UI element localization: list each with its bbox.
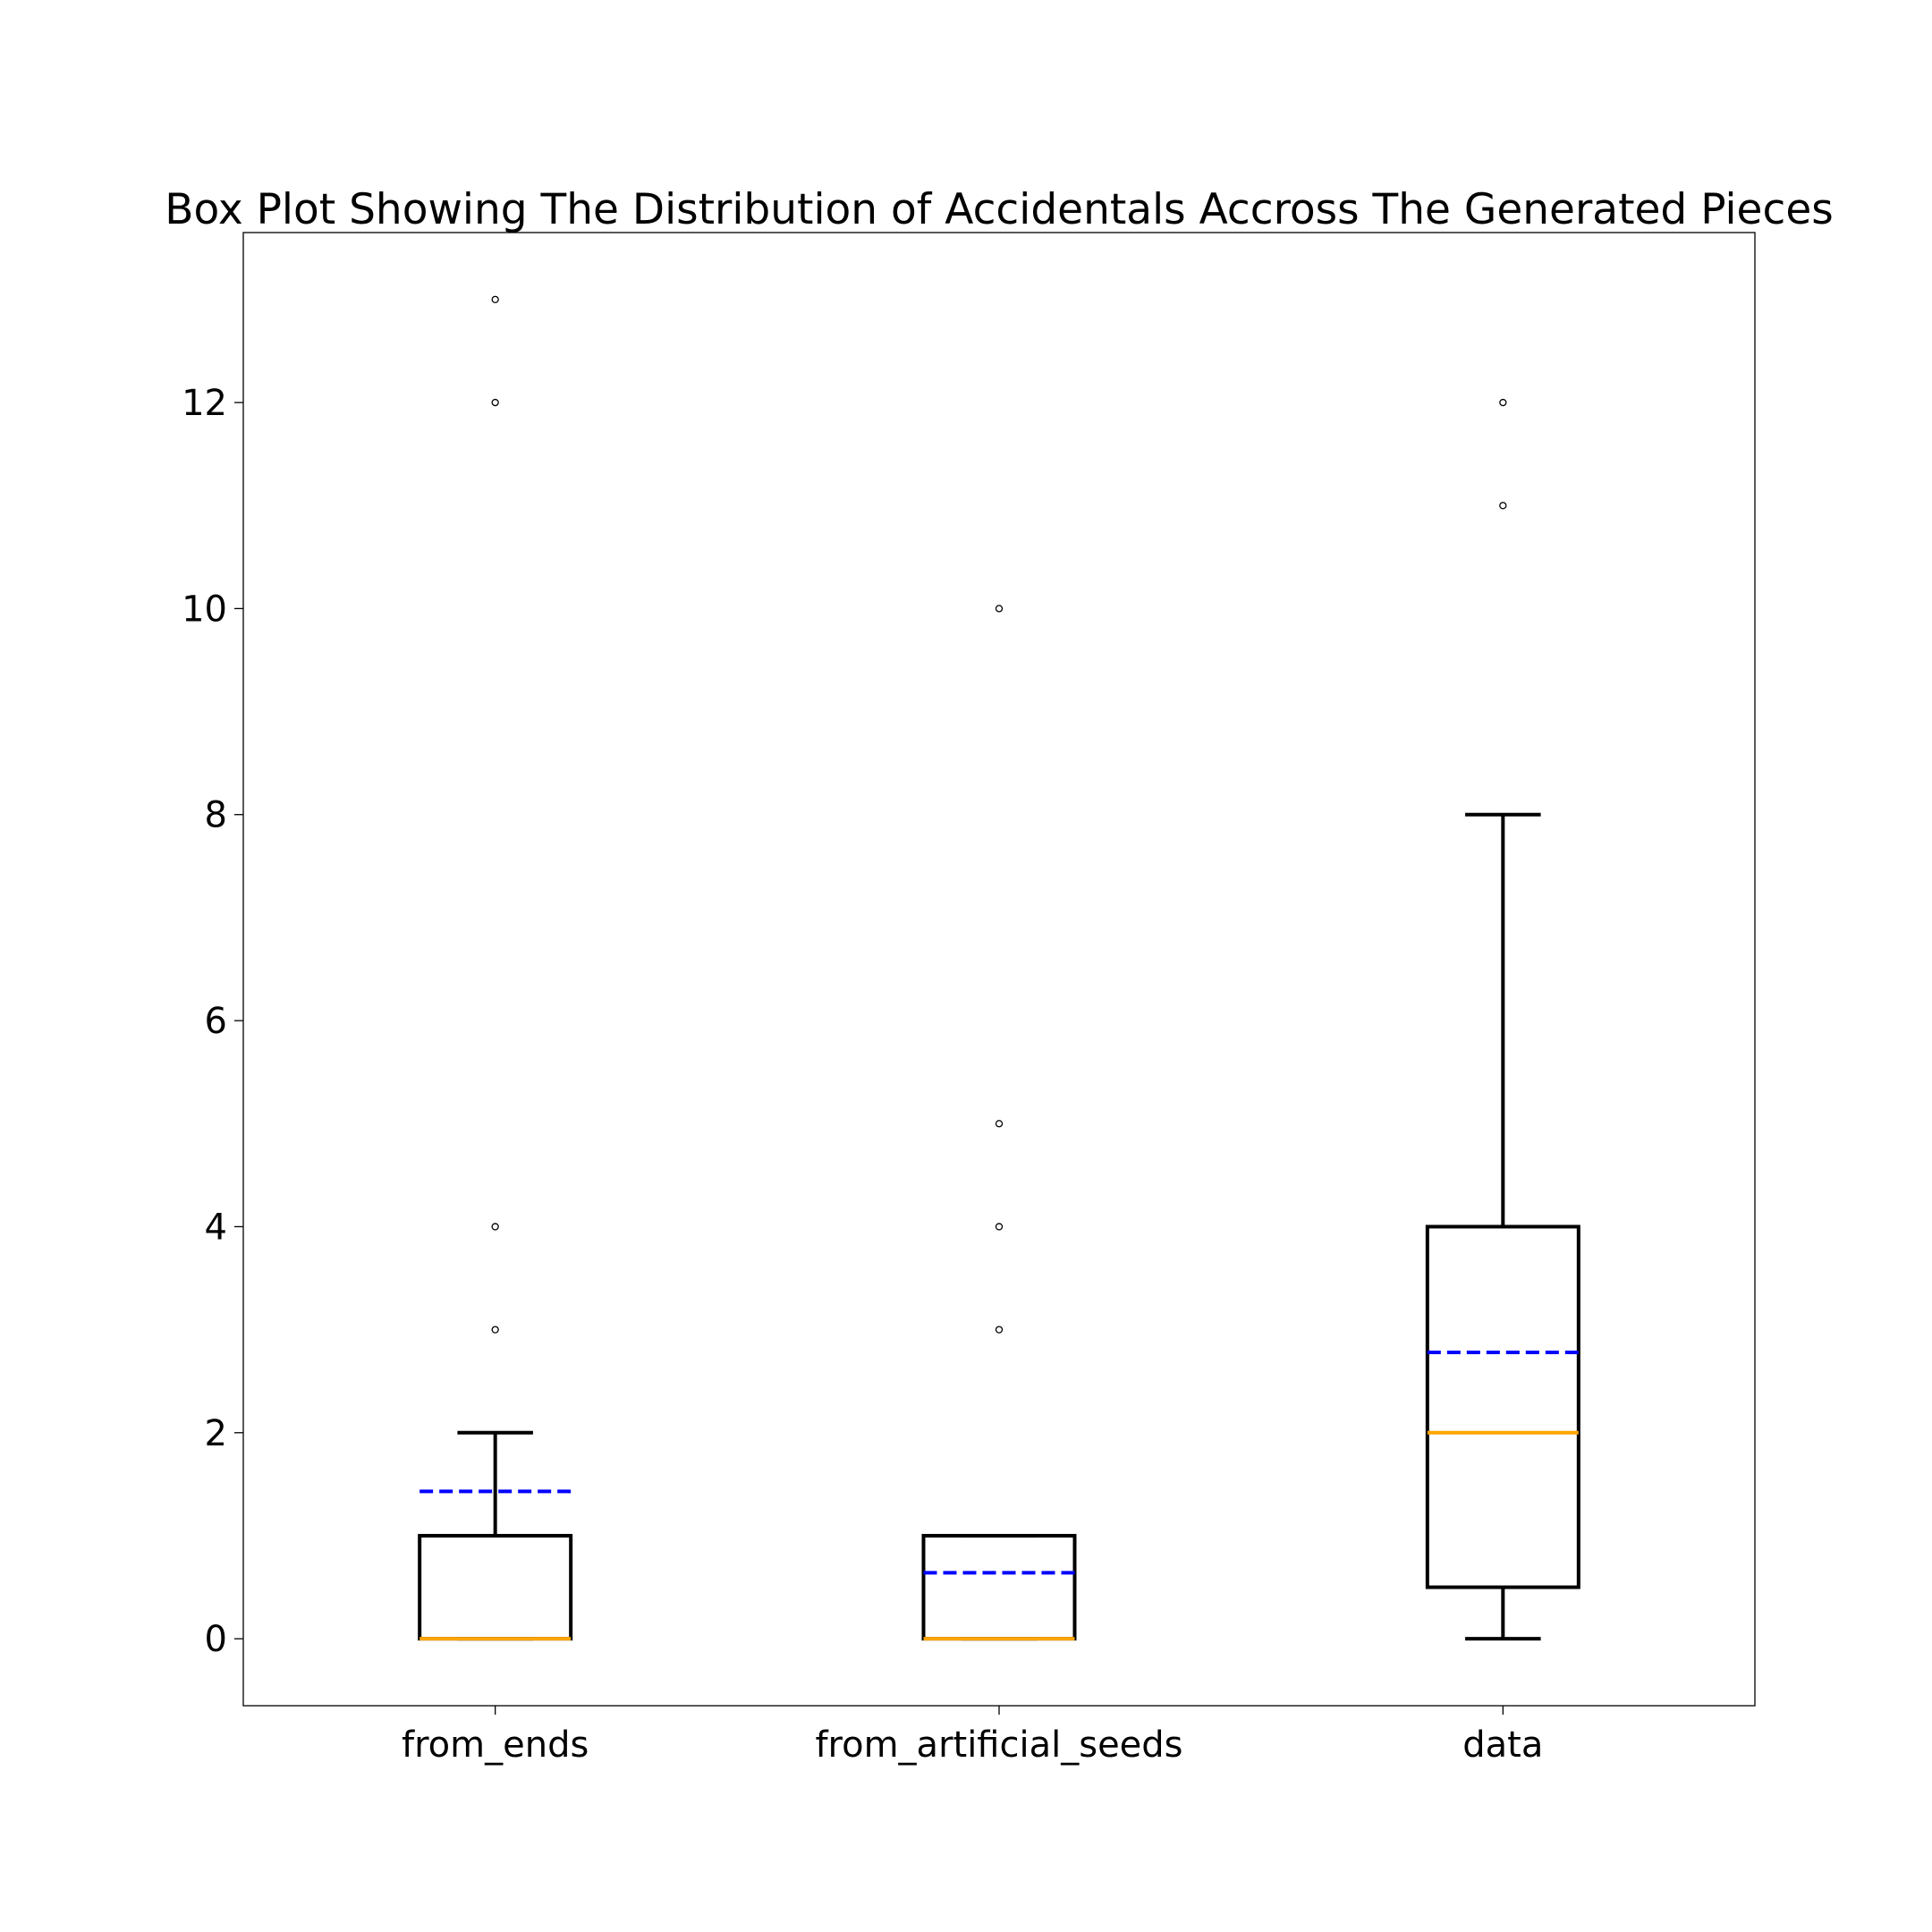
- y-tick-label: 0: [205, 1619, 227, 1660]
- outlier-point: [491, 295, 499, 304]
- y-axis: 0 2 4 6 8 10 12: [182, 383, 243, 1660]
- box-data: [1425, 398, 1580, 1641]
- outlier-point: [995, 1326, 1004, 1334]
- y-tick-label: 10: [182, 589, 227, 630]
- x-axis: from_ends from_artificial_seeds data: [402, 1706, 1543, 1766]
- y-tick-label: 12: [182, 383, 227, 424]
- outlier-point: [491, 1223, 499, 1231]
- box-from_artificial_seeds: [921, 605, 1077, 1641]
- outlier-point: [995, 605, 1004, 613]
- outlier-point: [491, 1326, 499, 1334]
- x-tick-label: data: [1462, 1724, 1543, 1766]
- y-tick-label: 4: [205, 1207, 227, 1248]
- chart-title: Box Plot Showing The Distribution of Acc…: [165, 185, 1833, 234]
- plot-area-frame: [242, 232, 1756, 1707]
- outlier-point: [995, 1120, 1004, 1128]
- box-iqr: [921, 1533, 1077, 1641]
- box-iqr: [1425, 1224, 1580, 1589]
- outlier-point: [491, 398, 499, 407]
- outlier-point: [1499, 502, 1507, 510]
- y-tick-label: 8: [205, 795, 227, 836]
- outlier-point: [1499, 398, 1507, 407]
- boxes-group: [418, 295, 1580, 1641]
- x-tick-label: from_artificial_seeds: [815, 1724, 1182, 1766]
- outlier-point: [995, 1223, 1004, 1231]
- x-tick-label: from_ends: [402, 1724, 589, 1766]
- y-tick-label: 2: [205, 1413, 227, 1454]
- y-tick-label: 6: [205, 1001, 227, 1042]
- box-from_ends: [418, 295, 573, 1641]
- box-iqr: [418, 1533, 573, 1641]
